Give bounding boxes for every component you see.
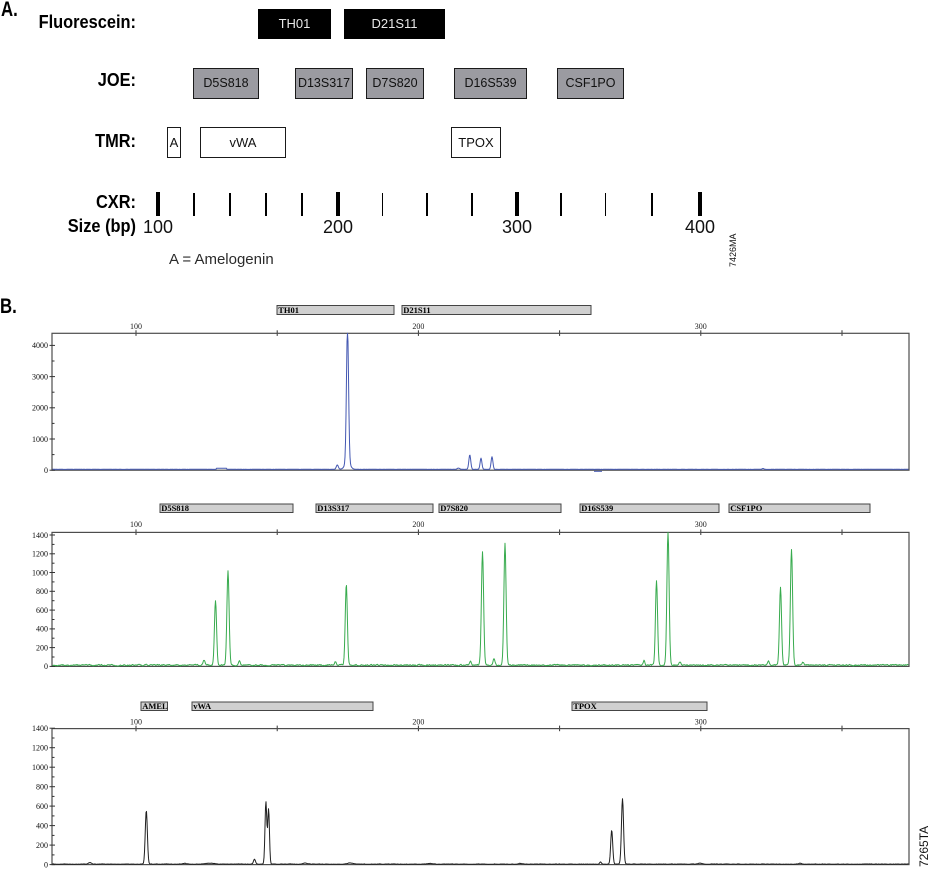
svg-text:200: 200 <box>412 520 424 529</box>
svg-text:1000: 1000 <box>32 435 48 444</box>
svg-text:600: 600 <box>36 606 48 615</box>
svg-text:800: 800 <box>36 783 48 792</box>
svg-text:0: 0 <box>44 860 48 869</box>
svg-text:600: 600 <box>36 802 48 811</box>
svg-text:0: 0 <box>44 662 48 671</box>
svg-text:300: 300 <box>695 520 707 529</box>
svg-text:200: 200 <box>36 643 48 652</box>
svg-text:1200: 1200 <box>32 744 48 753</box>
svg-text:100: 100 <box>130 717 142 726</box>
svg-text:3000: 3000 <box>32 372 48 381</box>
svg-text:100: 100 <box>130 520 142 529</box>
svg-text:200: 200 <box>412 717 424 726</box>
svg-text:1200: 1200 <box>32 550 48 559</box>
svg-text:200: 200 <box>412 322 424 331</box>
svg-text:1000: 1000 <box>32 568 48 577</box>
svg-text:300: 300 <box>695 717 707 726</box>
svg-text:1400: 1400 <box>32 531 48 540</box>
svg-text:100: 100 <box>130 322 142 331</box>
svg-text:400: 400 <box>36 821 48 830</box>
svg-text:D13S317: D13S317 <box>317 503 350 513</box>
svg-text:400: 400 <box>36 625 48 634</box>
svg-text:D21S11: D21S11 <box>403 305 430 315</box>
svg-text:D5S818: D5S818 <box>161 503 189 513</box>
svg-text:D7S820: D7S820 <box>440 503 468 513</box>
svg-text:1000: 1000 <box>32 763 48 772</box>
svg-text:300: 300 <box>695 322 707 331</box>
svg-text:D16S539: D16S539 <box>581 503 613 513</box>
svg-text:1400: 1400 <box>32 724 48 733</box>
svg-text:800: 800 <box>36 587 48 596</box>
svg-text:TH01: TH01 <box>278 305 299 315</box>
svg-text:4000: 4000 <box>32 341 48 350</box>
svg-text:TPOX: TPOX <box>573 701 597 711</box>
svg-text:vWA: vWA <box>193 701 212 711</box>
svg-text:AMEL: AMEL <box>142 701 168 711</box>
svg-text:0: 0 <box>44 466 48 475</box>
svg-text:CSF1PO: CSF1PO <box>730 503 763 513</box>
svg-text:2000: 2000 <box>32 404 48 413</box>
svg-text:200: 200 <box>36 841 48 850</box>
